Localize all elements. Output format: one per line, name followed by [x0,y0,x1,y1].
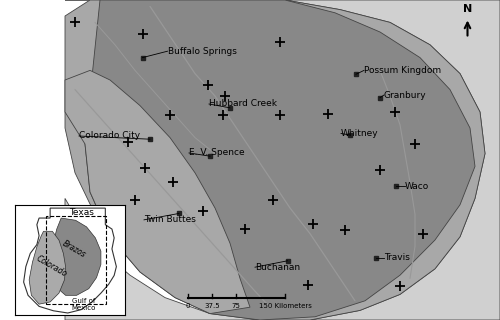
Text: Gulf of
Mexico: Gulf of Mexico [71,298,96,311]
Text: Texas: Texas [68,208,94,217]
Text: 37.5: 37.5 [204,303,220,309]
Text: 150 Kilometers: 150 Kilometers [258,303,312,309]
Text: 75: 75 [232,303,240,309]
Text: E. V. Spence: E. V. Spence [189,148,244,157]
Polygon shape [0,0,65,208]
Text: Possum Kingdom: Possum Kingdom [364,66,441,75]
Text: 0: 0 [185,303,190,309]
Polygon shape [65,0,500,320]
Text: Buffalo Springs: Buffalo Springs [168,47,236,56]
Text: Whitney: Whitney [341,129,378,138]
Text: Brazos: Brazos [61,239,88,259]
Text: Hubbard Creek: Hubbard Creek [209,100,277,108]
Text: Waco: Waco [405,182,429,191]
Polygon shape [24,208,116,313]
Text: N: N [463,4,472,14]
Text: Travis: Travis [384,253,410,262]
Polygon shape [85,0,475,320]
Bar [46,216,106,304]
Polygon shape [65,0,485,320]
Polygon shape [65,70,250,314]
Text: Colorado City: Colorado City [79,132,140,140]
Text: Twin Buttes: Twin Buttes [144,215,196,224]
Text: Buchanan: Buchanan [255,263,300,272]
Text: Granbury: Granbury [384,91,426,100]
Polygon shape [51,218,101,295]
Polygon shape [29,231,66,304]
Text: Colorado: Colorado [34,254,68,279]
